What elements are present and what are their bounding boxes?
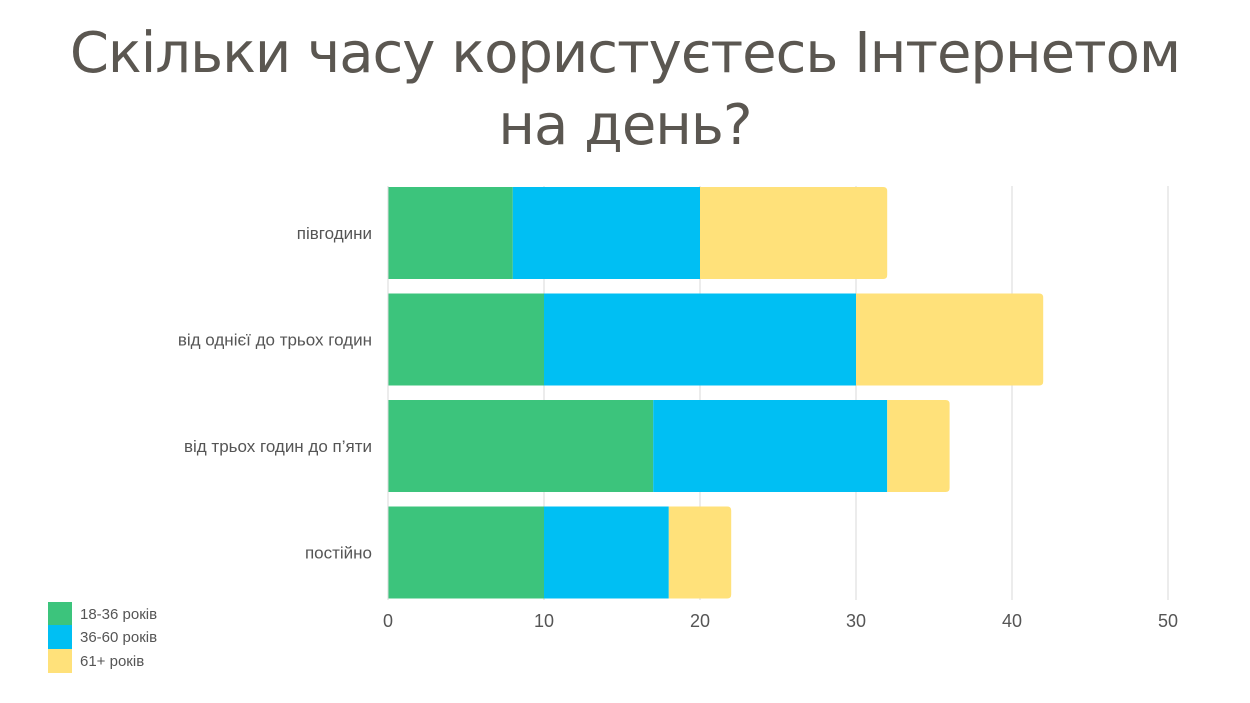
category-label: постійно [305, 544, 372, 563]
bar-segment [388, 400, 654, 492]
category-label: від трьох годин до п’яти [184, 437, 372, 456]
category-label: від однієї до трьох годин [178, 331, 372, 350]
legend-swatch [48, 625, 72, 649]
bar-segment [544, 506, 669, 599]
x-tick-label: 10 [534, 611, 554, 631]
legend-label: 18-36 років [80, 606, 157, 623]
legend-swatch [48, 649, 72, 673]
bar-segment [700, 187, 888, 279]
legend-label: 61+ років [80, 653, 144, 670]
bar-segment [856, 293, 1044, 386]
bar-segment [388, 506, 544, 599]
bar-segment [388, 293, 544, 386]
x-tick-label: 40 [1002, 611, 1022, 631]
chart-title-line-2: на день? [498, 93, 752, 158]
x-tick-label: 20 [690, 611, 710, 631]
bar-segment [512, 187, 700, 279]
bar-segment [544, 293, 856, 386]
x-tick-label: 30 [846, 611, 866, 631]
bar-segment [668, 506, 732, 599]
bar-segment [653, 400, 888, 492]
legend-label: 36-60 років [80, 629, 157, 646]
chart-title-line-1: Скільки часу користуєтесь Інтернетом [69, 21, 1181, 86]
bar-segment [388, 187, 513, 279]
legend-swatch [48, 602, 72, 626]
category-label: півгодини [297, 224, 372, 243]
x-tick-label: 50 [1158, 611, 1178, 631]
bar-segment [887, 400, 950, 492]
x-tick-label: 0 [383, 611, 393, 631]
chart-title: Скільки часу користуєтесь Інтернетом на … [0, 18, 1250, 162]
